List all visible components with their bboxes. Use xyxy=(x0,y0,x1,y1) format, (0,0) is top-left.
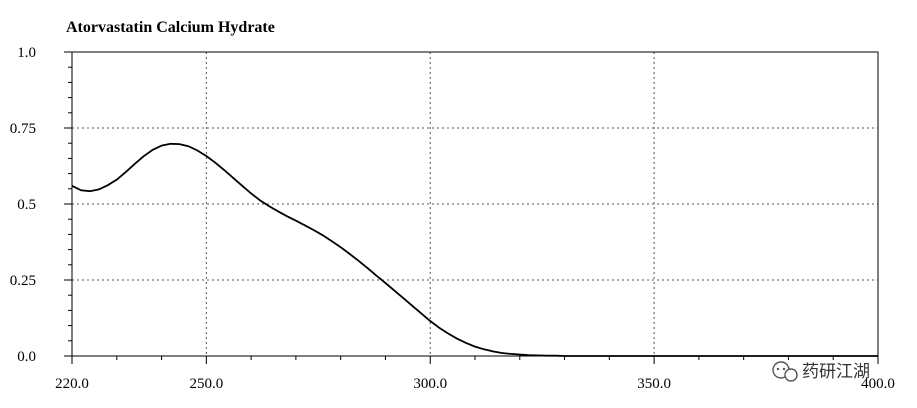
y-tick-label-0: 1.0 xyxy=(17,45,36,61)
y-tick-labels: 1.0 0.75 0.5 0.25 0.0 xyxy=(10,45,36,365)
y-tick-label-3: 0.25 xyxy=(10,273,36,289)
wechat-icon xyxy=(772,361,798,382)
x-tick-label-2: 300.0 xyxy=(413,376,447,392)
chart-title: Atorvastatin Calcium Hydrate xyxy=(66,19,275,36)
y-tick-label-4: 0.0 xyxy=(17,349,36,365)
y-tick-label-1: 0.75 xyxy=(10,121,36,137)
x-tick-labels: 220.0 250.0 300.0 350.0 400.0 xyxy=(55,376,895,392)
x-tick-label-0: 220.0 xyxy=(55,376,89,392)
x-tick-label-1: 250.0 xyxy=(189,376,223,392)
watermark-text: 药研江湖 xyxy=(802,362,870,382)
y-tick-label-2: 0.5 xyxy=(17,197,36,213)
minor-ticks xyxy=(64,51,879,364)
x-tick-label-3: 350.0 xyxy=(637,376,671,392)
absorbance-curve xyxy=(71,142,878,357)
watermark: 药研江湖 xyxy=(772,361,870,382)
x-tick-label-4: 400.0 xyxy=(861,376,895,392)
grid-lines xyxy=(72,52,878,356)
